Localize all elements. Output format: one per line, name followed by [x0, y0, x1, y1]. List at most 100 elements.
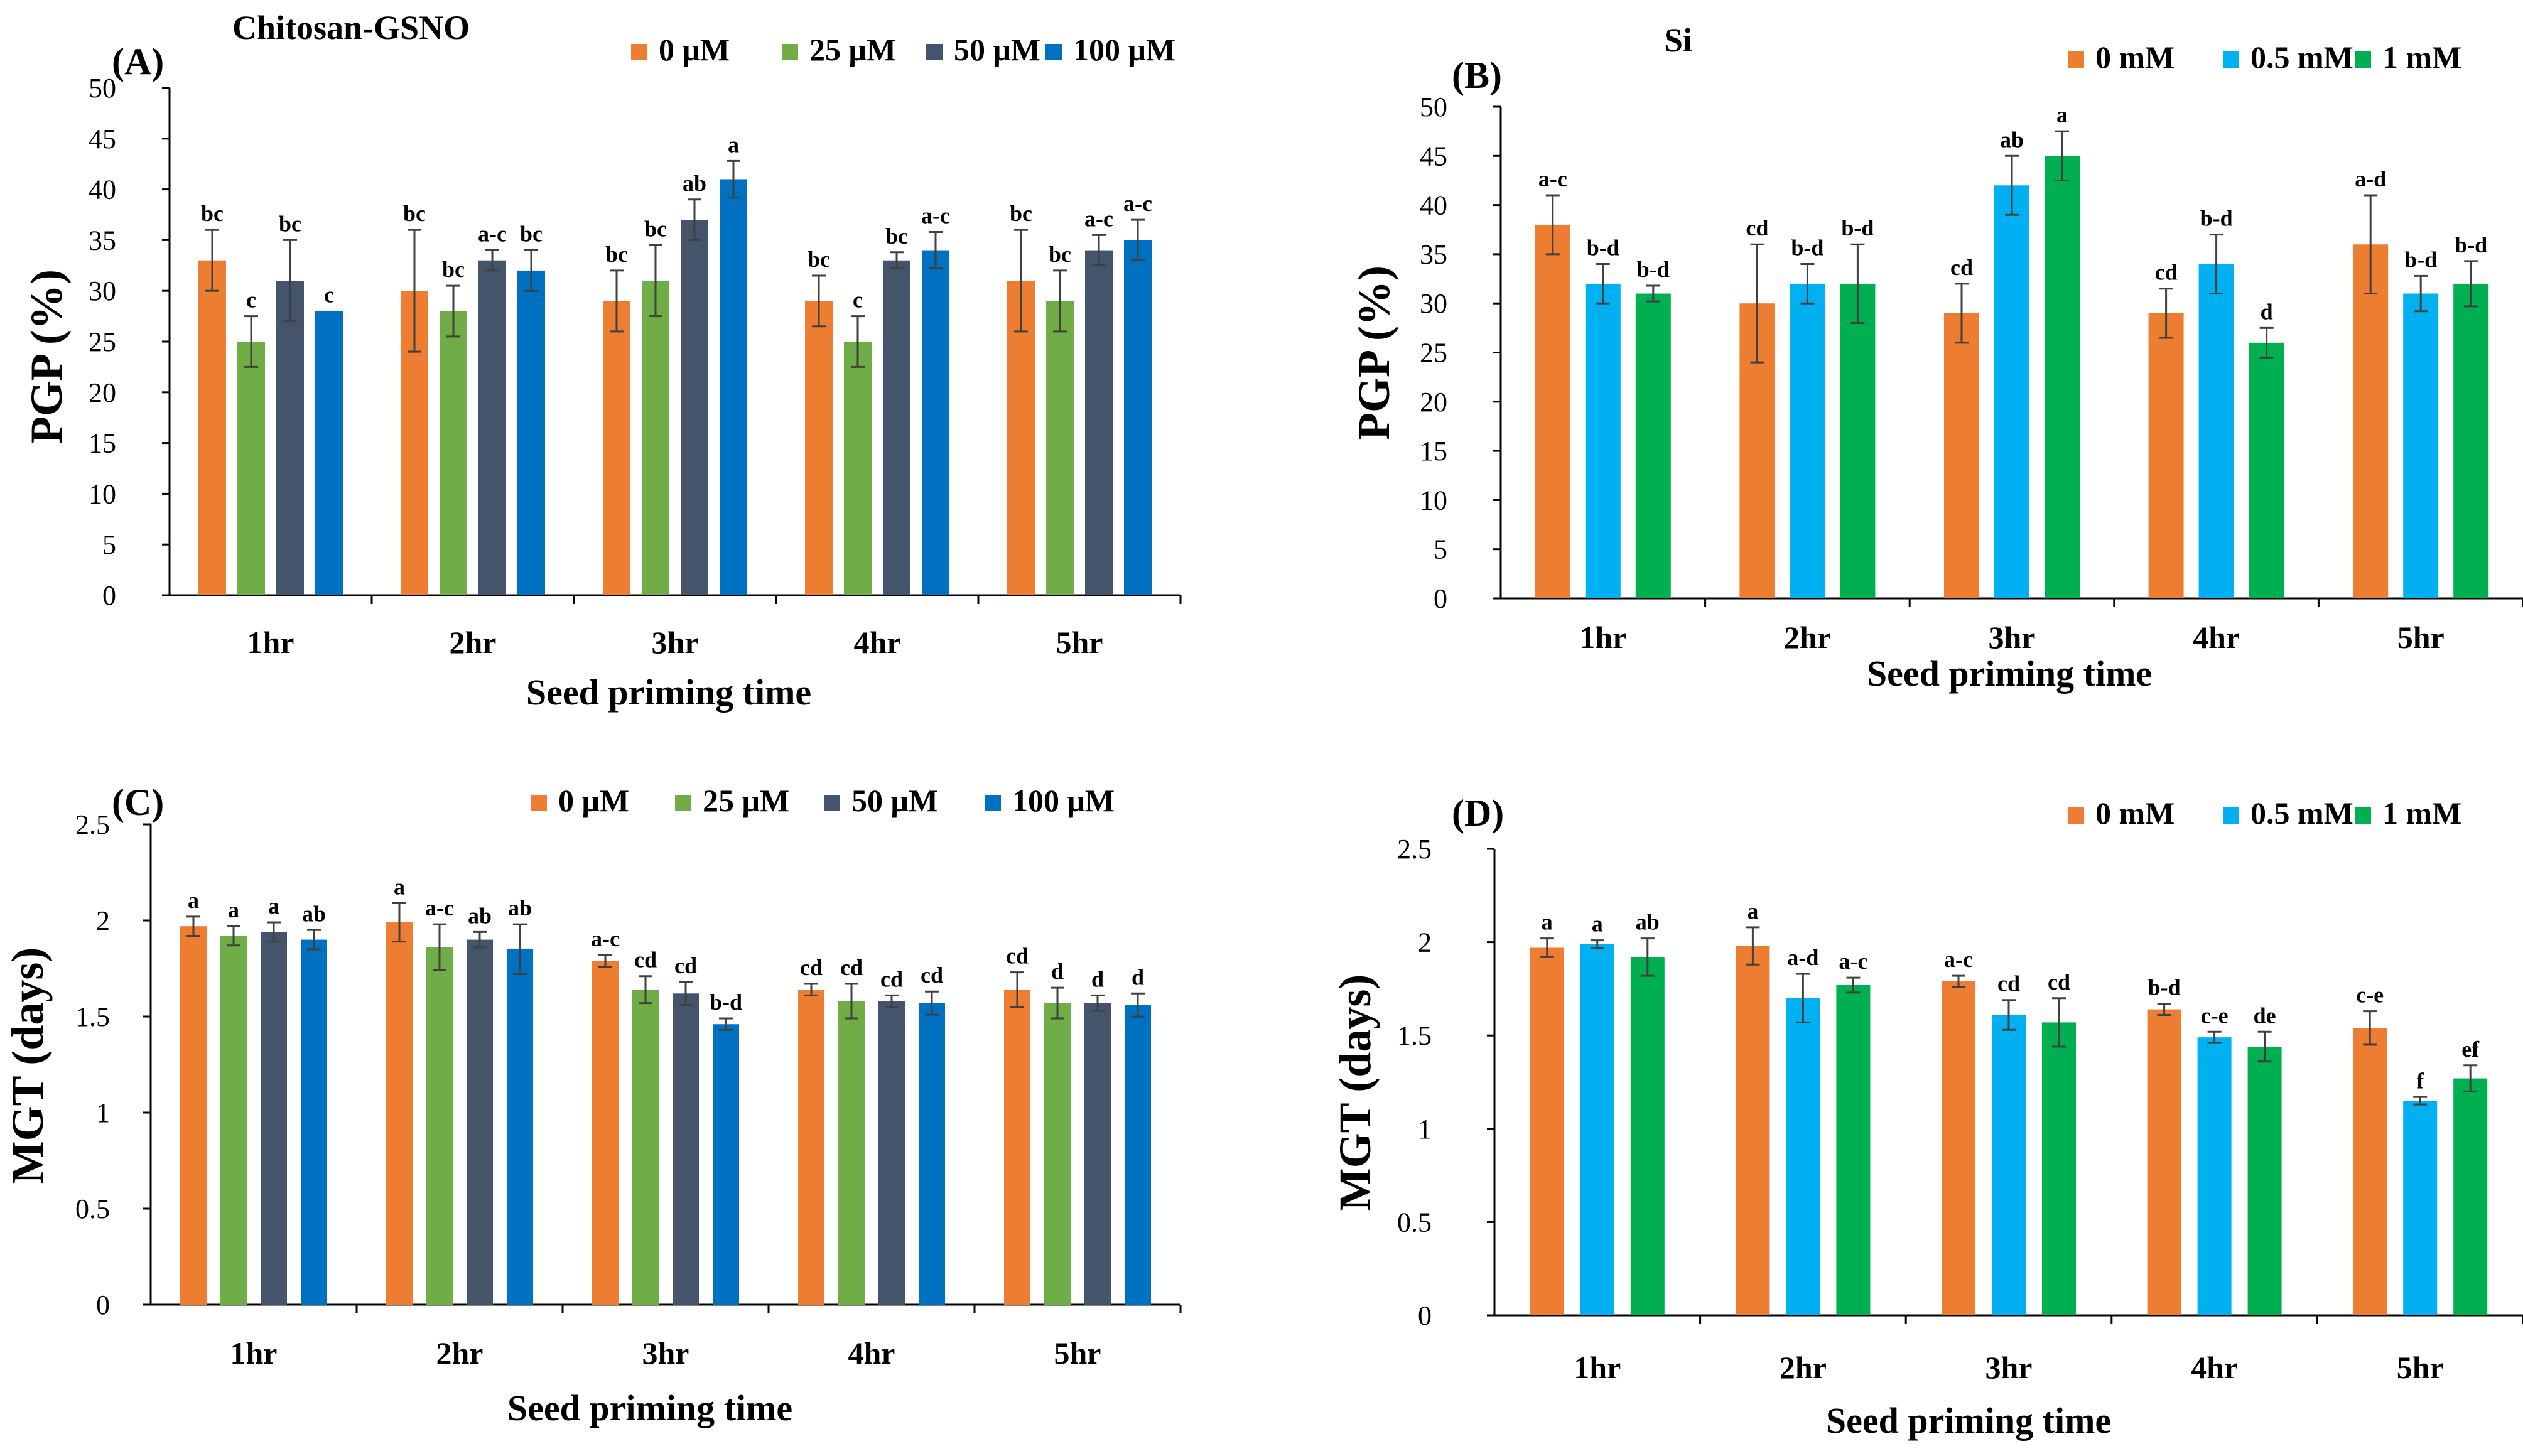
bar	[2403, 293, 2439, 598]
bar	[922, 250, 949, 595]
significance-letter: cd	[921, 963, 943, 988]
y-tick-label: 30	[1420, 288, 1447, 319]
legend-swatch	[2355, 51, 2371, 68]
x-category-label: 1hr	[230, 1335, 278, 1371]
legend-label: 1 mM	[2382, 795, 2461, 831]
bar	[2403, 1101, 2438, 1315]
y-tick-label: 35	[1420, 239, 1447, 270]
y-tick-label: 15	[1420, 436, 1447, 466]
y-tick-label: 20	[1420, 387, 1447, 418]
significance-letter: cd	[1006, 944, 1029, 969]
significance-letter: ab	[302, 901, 326, 926]
panel-a-pgp-chitosan-gsno: (A) Chitosan-GSNO Seed priming time PGP …	[21, 9, 1182, 713]
bar	[592, 961, 619, 1305]
significance-letter: cd	[800, 955, 823, 980]
x-axis-label: Seed priming time	[507, 1388, 792, 1428]
legend-label: 0 μM	[558, 783, 629, 818]
significance-letter: b-d	[2455, 232, 2487, 257]
bar	[1942, 981, 1975, 1315]
bar	[2042, 1022, 2076, 1315]
bar	[1535, 224, 1570, 598]
bar	[2045, 156, 2080, 599]
y-tick-label: 20	[89, 377, 116, 408]
significance-letter: ab	[1636, 910, 1660, 935]
significance-letter: b-d	[710, 990, 742, 1015]
y-axis-label: PGP (%)	[21, 269, 72, 444]
y-tick-label: 1	[1418, 1114, 1432, 1145]
bar	[681, 220, 708, 596]
bar	[1630, 957, 1665, 1315]
significance-letter: a	[1542, 910, 1553, 935]
significance-letter: a	[268, 893, 279, 919]
significance-letter: de	[2254, 1003, 2276, 1028]
legend-swatch	[782, 44, 798, 60]
legend-swatch	[824, 795, 840, 811]
significance-letter: a	[394, 874, 405, 899]
significance-letter: cd	[2048, 969, 2070, 995]
y-tick-label: 0.5	[1397, 1207, 1432, 1238]
significance-letter: b-d	[1791, 235, 1823, 261]
y-tick-label: 0.5	[75, 1194, 110, 1224]
panel-label: (D)	[1452, 792, 1504, 834]
legend-swatch	[926, 44, 943, 60]
panel-d-mgt-si: (D) Seed priming time MGT (days) 0 0.5 1 1.…	[1330, 792, 2523, 1441]
x-category-label: 3hr	[642, 1335, 689, 1371]
x-category-label: 2hr	[1780, 1350, 1827, 1385]
bar	[878, 1001, 905, 1305]
significance-letter: bc	[1010, 201, 1032, 226]
legend-swatch	[2068, 807, 2084, 824]
significance-letter: a	[1747, 898, 1758, 924]
legend-label: 100 μM	[1073, 32, 1175, 67]
bar	[2197, 1037, 2232, 1315]
x-category-label: 3hr	[652, 625, 699, 660]
significance-letter: cd	[880, 966, 903, 991]
y-tick-label: 40	[1420, 190, 1447, 221]
y-tick-label: 2	[1418, 927, 1432, 958]
bar	[301, 939, 327, 1305]
y-tick-label: 10	[1420, 485, 1447, 515]
bar	[1046, 301, 1074, 595]
bar	[2353, 244, 2389, 598]
y-tick-label: 5	[102, 529, 116, 560]
significance-letter: c	[246, 288, 256, 313]
legend-swatch	[675, 795, 691, 811]
significance-letter: a-c	[921, 203, 950, 228]
legend-label: 25 μM	[809, 32, 896, 67]
significance-letter: cd	[840, 955, 863, 980]
significance-letter: b-d	[1637, 257, 1670, 282]
significance-letter: a-c	[1084, 206, 1113, 231]
y-tick-label: 1.5	[75, 1001, 110, 1032]
bar	[632, 990, 659, 1305]
bar	[720, 179, 747, 595]
x-category-label: 4hr	[2193, 620, 2240, 655]
significance-letter: c	[853, 288, 863, 313]
bar	[1790, 283, 1825, 598]
panel-label: (C)	[112, 782, 164, 823]
x-axis-label: Seed priming time	[1867, 653, 2152, 694]
significance-letter: bc	[885, 224, 908, 249]
significance-letter: bc	[644, 216, 667, 241]
bar	[1635, 293, 1671, 598]
y-tick-label: 40	[89, 175, 116, 205]
x-axis-label: Seed priming time	[1826, 1400, 2111, 1441]
x-category-label: 2hr	[1784, 620, 1831, 655]
significance-letter: ab	[683, 171, 706, 196]
significance-letter: d	[1091, 966, 1104, 991]
bar	[1125, 1005, 1151, 1305]
y-tick-label: 0	[102, 580, 116, 611]
x-category-label: 5hr	[2397, 620, 2445, 655]
panel-label: (A)	[112, 41, 164, 82]
y-tick-label: 35	[89, 225, 116, 256]
x-category-label: 3hr	[1989, 620, 2036, 655]
bar	[805, 301, 833, 595]
x-category-label: 3hr	[1985, 1350, 2033, 1385]
bar	[478, 260, 506, 596]
significance-letter: a	[228, 897, 239, 922]
x-category-label: 5hr	[2397, 1350, 2444, 1385]
y-tick-label: 50	[1420, 92, 1447, 122]
bar	[1044, 1003, 1071, 1305]
legend-label: 0 μM	[659, 32, 730, 67]
y-tick-label: 0	[96, 1290, 110, 1320]
chart-title: Chitosan-GSNO	[232, 9, 470, 46]
significance-letter: a-d	[2355, 166, 2386, 191]
